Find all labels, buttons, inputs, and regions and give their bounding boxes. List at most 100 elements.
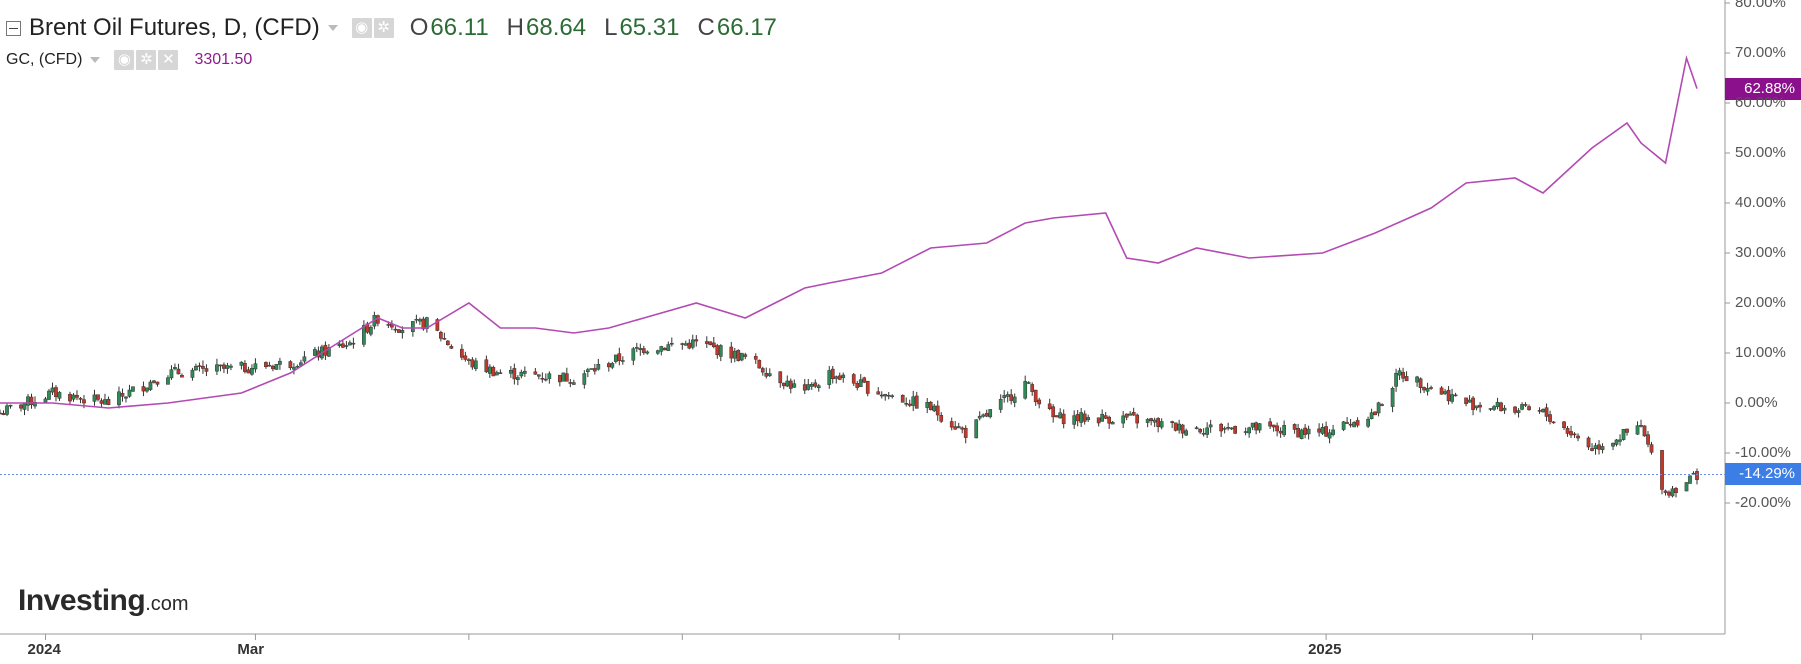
candle-down <box>1429 387 1433 389</box>
candle-up <box>806 384 811 390</box>
candle-down <box>669 342 674 345</box>
candle-down <box>267 364 272 367</box>
candle-down <box>1513 406 1517 413</box>
candle-down <box>1642 425 1647 437</box>
candle-up <box>1495 401 1500 408</box>
candle-up <box>1012 396 1017 403</box>
caret-down-icon[interactable] <box>90 57 101 63</box>
candle-down <box>533 371 538 375</box>
candle-up <box>1621 429 1626 440</box>
close-value: 66.17 <box>716 14 777 41</box>
candle-down <box>271 365 275 370</box>
candle-down <box>1348 423 1353 426</box>
candle-up <box>886 394 891 397</box>
candle-up <box>173 367 177 370</box>
candle-down <box>446 340 450 346</box>
candle-down <box>1471 397 1475 410</box>
candle-up <box>792 383 797 388</box>
candle-down <box>694 339 699 342</box>
candle-down <box>54 387 58 398</box>
candle-up <box>225 365 230 369</box>
gc-line <box>0 54 1698 409</box>
candle-down <box>1453 394 1458 397</box>
candle-up <box>299 362 303 366</box>
candle-down <box>1478 404 1482 408</box>
y-tick-label: 60.00% <box>1735 94 1786 111</box>
candle-down <box>1562 421 1566 428</box>
caret-down-icon[interactable] <box>327 25 338 31</box>
candle-down <box>1404 376 1409 382</box>
candle-down <box>851 374 856 384</box>
candle-down <box>1033 389 1038 403</box>
candle-up <box>292 367 296 370</box>
candle-up <box>327 347 331 357</box>
candle-up <box>1100 413 1105 422</box>
candle-down <box>96 394 100 400</box>
candle-down <box>1380 404 1384 406</box>
candle-down <box>1030 384 1035 392</box>
candle-up <box>645 351 650 354</box>
candle-down <box>1075 414 1080 422</box>
candle-down <box>421 318 426 330</box>
candle-up <box>522 370 527 374</box>
candle-down <box>1054 415 1059 418</box>
candle-down <box>75 394 79 398</box>
candle-up <box>1474 405 1479 409</box>
candle-down <box>1544 407 1549 417</box>
open-value: 66.11 <box>430 14 489 41</box>
candle-up <box>1492 406 1496 410</box>
candle-down <box>1156 418 1161 427</box>
candle-up <box>71 394 76 400</box>
candle-up <box>732 350 737 359</box>
candle-down <box>68 393 72 402</box>
candle-up <box>1376 402 1381 414</box>
candle-up <box>827 370 832 385</box>
x-tick-label: 2024 <box>27 641 61 658</box>
candle-up <box>932 405 937 412</box>
candle-up <box>274 364 279 370</box>
candle-down <box>1663 490 1668 493</box>
candle-down <box>855 383 860 388</box>
candle-down <box>764 372 769 377</box>
y-tick-label: 30.00% <box>1735 244 1786 261</box>
candle-down <box>341 343 345 348</box>
candle-down <box>1527 406 1531 411</box>
candle-up <box>890 395 895 397</box>
candle-down <box>928 401 933 411</box>
candle-down <box>1345 422 1349 424</box>
candle-up <box>148 381 153 390</box>
gear-icon[interactable]: ✲ <box>373 18 394 38</box>
candle-up <box>400 330 405 334</box>
candle-down <box>1131 412 1136 416</box>
collapse-icon[interactable] <box>6 20 21 36</box>
eye-icon[interactable]: ◉ <box>114 50 135 70</box>
candle-down <box>711 342 716 347</box>
candle-down <box>641 348 646 353</box>
candle-down <box>152 380 156 383</box>
candle-up <box>5 405 9 415</box>
y-axis-ticks <box>1725 2 1730 504</box>
candle-up <box>43 398 48 403</box>
y-tick-label: -10.00% <box>1735 444 1791 461</box>
candle-down <box>1135 414 1140 424</box>
candle-down <box>176 368 181 375</box>
eye-icon[interactable]: ◉ <box>351 18 372 38</box>
candle-up <box>253 363 258 370</box>
candle-down <box>1597 444 1601 450</box>
candle-down <box>141 386 146 392</box>
candle-down <box>439 332 443 339</box>
candle-up <box>834 376 839 379</box>
candle-up <box>1229 427 1234 430</box>
close-icon[interactable]: ✕ <box>158 50 179 70</box>
candle-up <box>414 318 419 321</box>
candle-up <box>1488 408 1493 410</box>
investing-logo[interactable]: Investing.com <box>18 584 189 618</box>
candle-up <box>547 373 552 379</box>
gear-icon[interactable]: ✲ <box>136 50 157 70</box>
candle-down <box>1695 471 1699 480</box>
logo-name: Investing <box>18 584 146 617</box>
candle-down <box>949 421 954 428</box>
y-tick-label: 0.00% <box>1735 394 1778 411</box>
candle-down <box>442 338 447 340</box>
candle-up <box>1222 428 1227 430</box>
